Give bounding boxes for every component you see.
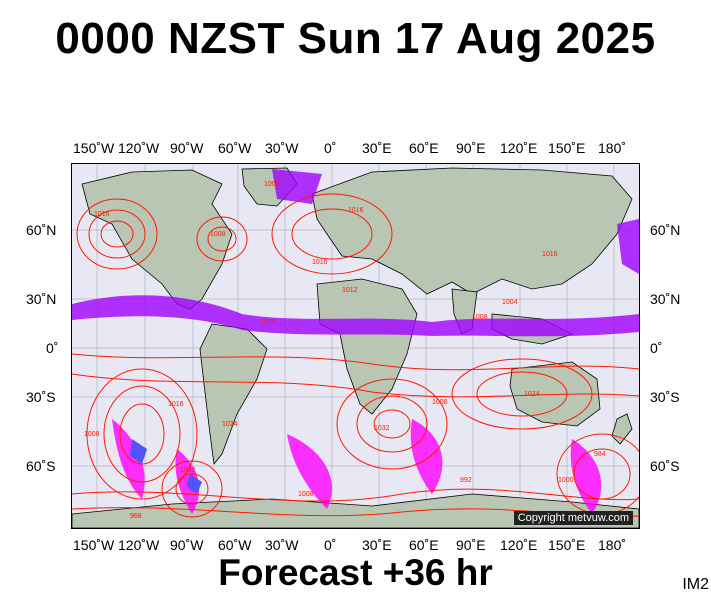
lon-label: 150˚E <box>548 140 586 156</box>
lon-label: 60˚E <box>409 140 439 156</box>
pressure-label: 968 <box>130 513 142 520</box>
pressure-label: 1032 <box>180 467 196 474</box>
pressure-labels: 1016 1008 1000 1016 1012 1016 1024 1032 … <box>84 181 606 520</box>
pressure-label: 1008 <box>298 491 314 498</box>
pressure-label: 1000 <box>264 181 280 188</box>
pressure-label: 1016 <box>94 211 110 218</box>
lon-label: 120˚W <box>118 140 160 156</box>
pressure-label: 1008 <box>84 431 100 438</box>
lon-label: 150˚W <box>73 537 115 553</box>
lat-label: 30˚S <box>650 389 680 405</box>
map-title: 0000 NZST Sun 17 Aug 2025 <box>55 14 656 63</box>
lon-label: 90˚W <box>170 537 204 553</box>
pressure-label: 984 <box>594 451 606 458</box>
lon-label: 60˚E <box>409 537 439 553</box>
pressure-label: 1008 <box>432 399 448 406</box>
lat-label: 30˚N <box>26 291 57 307</box>
weather-map: 1016 1008 1000 1016 1012 1016 1024 1032 … <box>71 163 640 529</box>
lon-label: 90˚E <box>456 140 486 156</box>
isobars <box>72 193 639 518</box>
pressure-label: 1016 <box>312 259 328 266</box>
lon-label: 30˚E <box>362 140 392 156</box>
lat-label: 60˚N <box>26 222 57 238</box>
lat-label: 60˚N <box>650 222 681 238</box>
lon-label: 90˚W <box>170 140 204 156</box>
lat-label: 60˚S <box>650 458 680 474</box>
pressure-label: 1012 <box>342 287 358 294</box>
pressure-label: 992 <box>460 477 472 484</box>
lon-label: 120˚E <box>500 140 538 156</box>
pressure-label: 1012 <box>260 319 276 326</box>
pressure-label: 1004 <box>502 299 518 306</box>
lon-label: 180˚ <box>598 140 627 156</box>
lat-label: 0˚ <box>650 340 663 356</box>
lat-label: 60˚S <box>26 458 56 474</box>
precipitation <box>72 169 639 514</box>
pressure-label: 1016 <box>542 251 558 258</box>
lon-label: 30˚W <box>265 537 299 553</box>
new-zealand <box>611 413 633 445</box>
lon-label: 120˚E <box>500 537 538 553</box>
copyright-badge: Copyright metvuw.com <box>513 511 633 525</box>
pressure-label: 1016 <box>348 207 364 214</box>
pressure-label: 1000 <box>558 477 574 484</box>
landmasses <box>72 167 639 528</box>
map-canvas: 1016 1008 1000 1016 1012 1016 1024 1032 … <box>72 164 639 528</box>
pressure-label: 1024 <box>524 391 540 398</box>
pressure-label: 1008 <box>210 231 226 238</box>
lon-label: 180˚ <box>598 537 627 553</box>
lon-label: 150˚E <box>548 537 586 553</box>
lat-label: 30˚N <box>650 291 681 307</box>
lon-label: 60˚W <box>218 537 252 553</box>
pressure-label: 1016 <box>168 401 184 408</box>
antarctica <box>72 493 639 528</box>
lon-label: 90˚E <box>456 537 486 553</box>
europe-asia <box>311 167 633 295</box>
pressure-label: 1032 <box>374 425 390 432</box>
lon-label: 30˚W <box>265 140 299 156</box>
lat-label: 0˚ <box>46 340 59 356</box>
pressure-label: 1008 <box>472 314 488 321</box>
lon-label: 0˚ <box>324 537 337 553</box>
lon-label: 120˚W <box>118 537 160 553</box>
image-code: IM2 <box>682 576 709 593</box>
pressure-label: 1024 <box>222 421 238 428</box>
lon-label: 60˚W <box>218 140 252 156</box>
lon-label: 30˚E <box>362 537 392 553</box>
lon-label: 0˚ <box>324 140 337 156</box>
lat-label: 30˚S <box>26 389 56 405</box>
south-america <box>199 323 268 465</box>
forecast-label: Forecast +36 hr <box>218 552 493 593</box>
lon-label: 150˚W <box>73 140 115 156</box>
australia <box>509 361 601 427</box>
